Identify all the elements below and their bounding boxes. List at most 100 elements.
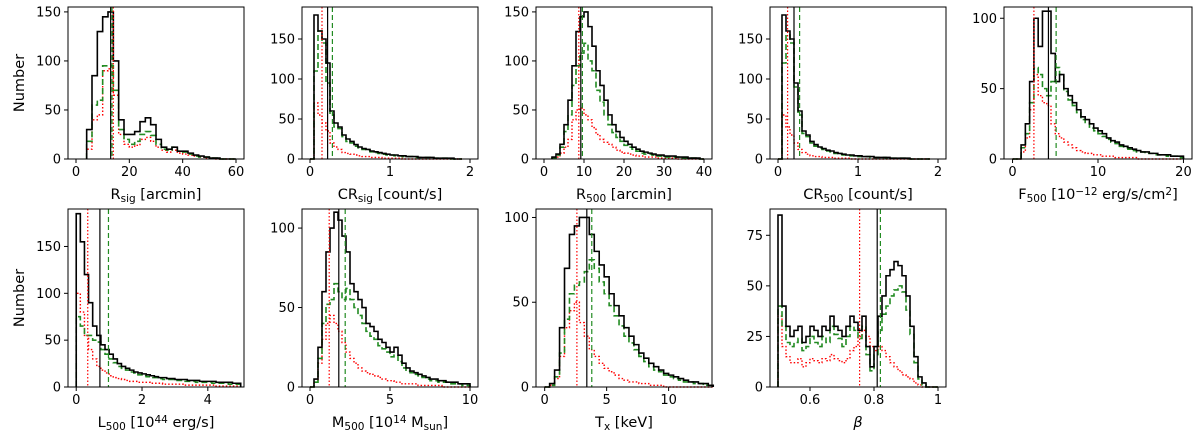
y-tick-label: 0 [53, 153, 61, 168]
x-axis-label: Rsig [arcmin] [111, 187, 202, 205]
y-tick-label: 100 [270, 73, 295, 88]
x-axis-label: F500 [10−12 erg/s/cm2] [1018, 186, 1178, 205]
x-tick-label: 0 [306, 165, 314, 180]
y-tick-label: 50 [278, 301, 295, 316]
x-axis-label: Tx [keV] [594, 415, 653, 433]
x-tick-label: 1 [854, 165, 862, 180]
y-tick-label: 0 [53, 381, 61, 396]
y-tick-label: 150 [36, 240, 61, 255]
series-total [551, 11, 704, 160]
series-total [310, 211, 471, 388]
x-tick-label: 10 [462, 393, 479, 408]
series-total [544, 216, 715, 388]
y-tick-label: 0 [989, 153, 997, 168]
series-subset-green [778, 34, 930, 160]
y-axis-label: Number [12, 54, 28, 112]
series-subset-green [544, 259, 715, 388]
axes-frame [1003, 6, 1193, 160]
histogram-panel-1: 0 20 40 60 0 50 100 150 Rsig [arcmin] Number [12, 5, 245, 205]
x-axis-label: β [852, 415, 862, 431]
y-tick-label: 50 [278, 113, 295, 128]
series-total [778, 14, 930, 160]
x-tick-label: 2 [934, 165, 942, 180]
y-tick-label: 0 [755, 153, 763, 168]
y-tick-label: 75 [746, 229, 763, 244]
series-subset-green [777, 285, 938, 388]
y-tick-label: 100 [270, 222, 295, 237]
x-tick-label: 0 [540, 165, 548, 180]
series-total [85, 11, 236, 160]
x-tick-label: 0.8 [864, 393, 885, 408]
x-tick-label: 0 [541, 393, 549, 408]
y-tick-label: 50 [746, 113, 763, 128]
y-tick-label: 50 [980, 82, 997, 97]
x-tick-label: 0 [72, 165, 80, 180]
x-tick-label: 10 [576, 165, 593, 180]
x-tick-label: 0 [306, 393, 314, 408]
y-tick-label: 100 [504, 211, 529, 226]
y-tick-label: 100 [738, 73, 763, 88]
x-tick-label: 20 [616, 165, 633, 180]
series-subset-red [777, 315, 938, 388]
y-tick-label: 0 [521, 153, 529, 168]
y-tick-label: 150 [36, 5, 61, 20]
x-tick-label: 5 [386, 393, 394, 408]
series-subset-red [310, 314, 470, 388]
x-axis-label: R500 [arcmin] [576, 187, 672, 205]
axes-frame [535, 208, 713, 388]
y-tick-label: 25 [746, 330, 763, 345]
series-subset-red [551, 107, 704, 160]
y-tick-label: 0 [521, 381, 529, 396]
x-tick-label: 0 [1008, 165, 1016, 180]
y-tick-label: 150 [270, 33, 295, 48]
x-tick-label: 0 [774, 165, 782, 180]
y-tick-label: 0 [755, 381, 763, 396]
x-tick-label: 40 [174, 165, 191, 180]
y-tick-label: 0 [287, 381, 295, 396]
x-tick-label: 20 [121, 165, 138, 180]
series-total [777, 214, 938, 388]
axes-frame [67, 6, 245, 160]
x-tick-label: 20 [1175, 165, 1192, 180]
x-axis-label: L500 [1044 erg/s] [98, 414, 215, 433]
axes-frame [535, 6, 713, 160]
series-subset-green [310, 282, 471, 388]
y-tick-label: 100 [972, 12, 997, 27]
x-tick-label: 1 [934, 393, 942, 408]
x-tick-label: 0.6 [800, 393, 821, 408]
y-tick-label: 100 [504, 54, 529, 69]
x-tick-label: 2 [466, 165, 474, 180]
histogram-panel-4: 0 1 2 0 50 100 150 CR500 [count/s] [738, 6, 947, 205]
x-axis-label: CRsig [count/s] [338, 187, 443, 205]
series-total [1012, 10, 1185, 160]
series-subset-red [75, 292, 242, 387]
x-tick-label: 10 [660, 393, 677, 408]
histogram-panel-6: 0 2 4 0 50 100 150 L500 [1044 erg/s] Number [12, 208, 245, 433]
axes-frame [301, 208, 479, 388]
y-tick-label: 150 [738, 33, 763, 48]
y-tick-label: 50 [44, 334, 61, 349]
x-tick-label: 10 [1090, 165, 1107, 180]
histogram-panel-9: 0.6 0.8 1 0 25 50 75 β [746, 208, 947, 431]
y-tick-label: 100 [36, 287, 61, 302]
x-tick-label: 4 [204, 393, 212, 408]
x-tick-label: 30 [656, 165, 673, 180]
x-tick-label: 2 [138, 393, 146, 408]
x-axis-label: M500 [1014 Msun] [332, 414, 448, 433]
axes-frame [67, 208, 245, 388]
x-tick-label: 1 [386, 165, 394, 180]
histogram-panel-2: 0 1 2 0 50 100 150 CRsig [count/s] [270, 6, 479, 205]
y-tick-label: 50 [512, 103, 529, 118]
y-tick-label: 50 [44, 103, 61, 118]
y-tick-label: 100 [36, 54, 61, 69]
histogram-panel-3: 0 10 20 30 40 0 50 100 150 R500 [arcmin] [504, 5, 713, 205]
series-subset-red [1012, 73, 1184, 160]
y-tick-label: 50 [746, 279, 763, 294]
series-subset-red [544, 301, 714, 388]
x-tick-label: 0 [72, 393, 80, 408]
series-total [75, 212, 242, 387]
series-subset-red [778, 114, 930, 160]
